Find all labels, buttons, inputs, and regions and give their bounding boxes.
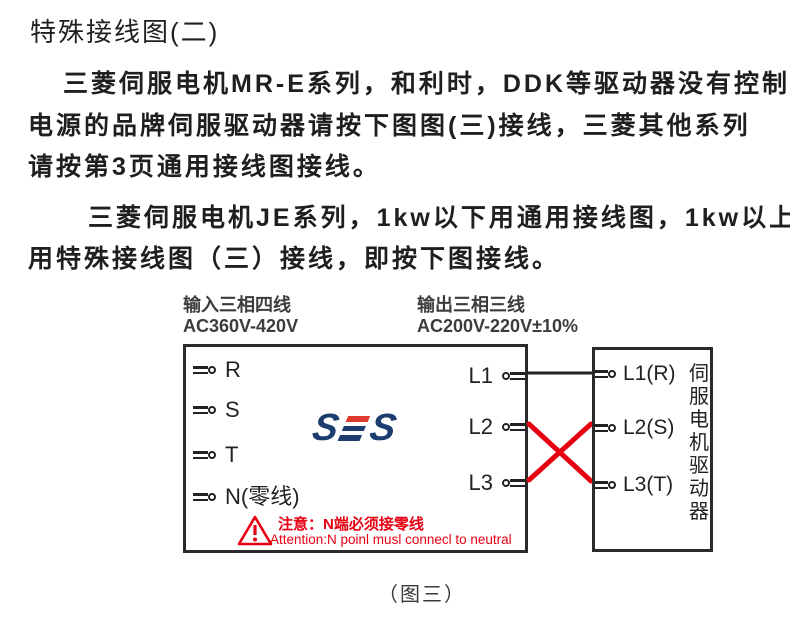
ses-logo: S S: [309, 407, 400, 449]
terminal-row-l1: L1: [469, 364, 525, 388]
terminal-label: N(零线): [225, 484, 300, 509]
terminal-icon: [502, 479, 525, 487]
connection-wires: [526, 371, 594, 484]
terminal-row-l1r: L1(R): [595, 362, 676, 386]
output-spec-header: 输出三相三线 AC200V-220V±10%: [417, 295, 578, 337]
servo-drive-box: L1(R) L2(S) L3(T) 伺服电机驱动器: [592, 347, 713, 552]
paragraph1-line3: 请按第3页通用接线图接线。: [28, 153, 381, 181]
output-spec-line1: 输出三相三线: [417, 295, 525, 315]
terminal-icon: [595, 481, 616, 489]
power-supply-box: R S T N(零线) L1 L2: [183, 344, 528, 553]
terminal-icon: [193, 493, 216, 501]
output-spec-line2: AC200V-220V±10%: [417, 316, 578, 336]
terminal-row-l3t: L3(T): [595, 473, 673, 497]
input-spec-header: 输入三相四线 AC360V-420V: [183, 295, 298, 337]
logo-letter-e-bars: [338, 415, 371, 441]
terminal-row-r: R: [193, 358, 241, 382]
terminal-label: L2: [468, 414, 493, 439]
terminal-label: L2(S): [623, 416, 675, 439]
terminal-label: R: [225, 357, 241, 382]
terminal-label: L1(R): [623, 362, 676, 385]
terminal-icon: [193, 451, 216, 459]
paragraph2-line1: 三菱伺服电机JE系列，1kw以下用通用接线图，1kw以上: [88, 204, 790, 232]
warning-text-en: Attention:N poinl musl connecl to neutra…: [270, 532, 512, 547]
terminal-label: L3: [468, 470, 493, 495]
terminal-label: L3(T): [623, 473, 674, 496]
terminal-label: L1: [468, 363, 493, 388]
page-title: 特殊接线图(二): [30, 17, 220, 47]
terminal-row-l2: L2: [469, 415, 525, 439]
terminal-row-l2s: L2(S): [595, 416, 674, 440]
terminal-icon: [595, 424, 616, 432]
paragraph1-line1: 三菱伺服电机MR-E系列，和利时，DDK等驱动器没有控制: [63, 70, 790, 98]
terminal-icon: [502, 423, 525, 431]
warning-triangle-icon: [237, 515, 273, 546]
terminal-icon: [193, 406, 216, 414]
input-spec-line1: 输入三相四线: [183, 295, 291, 315]
terminal-row-n: N(零线): [193, 485, 300, 509]
crossover-line-l3-l2s: [526, 421, 594, 483]
terminal-row-t: T: [193, 443, 238, 467]
warning-text-cn: 注意：N端必须接零线: [278, 516, 424, 533]
logo-letter-s2: S: [366, 407, 400, 449]
paragraph1-line2: 电源的品牌伺服驱动器请按下图图(三)接线，三菱其他系列: [28, 112, 751, 140]
input-spec-line2: AC360V-420V: [183, 316, 299, 336]
logo-letter-s1: S: [309, 407, 343, 449]
servo-drive-vertical-label: 伺服电机驱动器: [689, 363, 709, 523]
terminal-icon: [193, 366, 216, 374]
paragraph2-line2: 用特殊接线图（三）接线，即按下图接线。: [28, 245, 561, 273]
figure-caption: （图三）: [378, 584, 466, 606]
terminal-icon: [502, 372, 525, 380]
terminal-row-s: S: [193, 398, 240, 422]
terminal-row-l3: L3: [469, 471, 525, 495]
terminal-label: T: [225, 442, 239, 467]
terminal-label: S: [225, 397, 240, 422]
terminal-icon: [595, 370, 616, 378]
